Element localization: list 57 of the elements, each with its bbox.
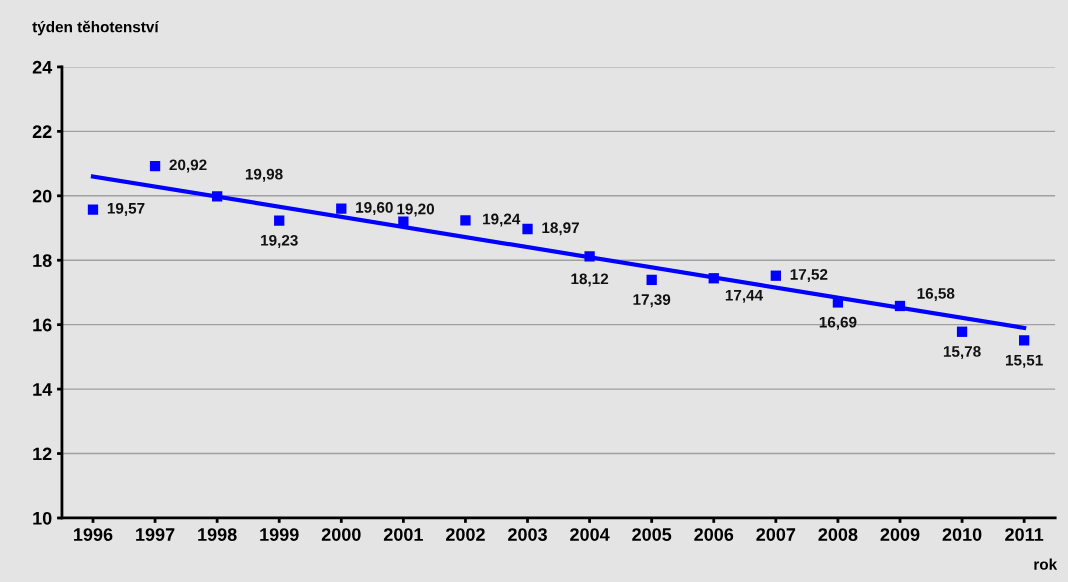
data-label: 15,51 [1005, 354, 1043, 368]
x-tick-label: 2004 [570, 528, 610, 541]
point [894, 300, 906, 312]
y-tick-label: 20 [32, 189, 52, 203]
data-label: 19,57 [107, 202, 145, 216]
point [336, 203, 347, 214]
data-label: 20,92 [169, 159, 207, 173]
data-label: 19,60 [356, 201, 393, 215]
data-label: 19,98 [245, 168, 283, 182]
data-label: 18,12 [571, 273, 609, 287]
data-label: 19,20 [397, 203, 435, 217]
data-label: 15,78 [943, 346, 981, 360]
x-tick-label: 2010 [942, 528, 982, 541]
point [646, 274, 657, 286]
y-tick-label: 22 [32, 125, 52, 138]
x-tick-label: 2008 [818, 528, 858, 541]
x-tick-label: 2000 [321, 528, 361, 541]
point [398, 216, 409, 227]
x-tick-label: 1997 [136, 528, 175, 541]
x-tick-label: 2002 [445, 528, 485, 541]
x-tick-label: 1998 [198, 528, 237, 541]
y-tick-label: 10 [33, 511, 52, 525]
x-tick-label: 2007 [756, 528, 796, 541]
data-label: 18,97 [542, 222, 579, 236]
point [522, 223, 533, 235]
x-tick-label: 2003 [508, 528, 547, 541]
point [274, 215, 285, 226]
data-label: 19,24 [483, 213, 521, 227]
y-tick-label: 14 [33, 383, 53, 396]
x-tick-label: 2005 [632, 528, 672, 541]
x-tick-label: 2009 [880, 528, 920, 541]
point [956, 326, 968, 337]
x-axis-title: rok [1034, 558, 1058, 570]
data-label: 17,44 [725, 289, 764, 303]
y-axis-title: týden těhotenství [32, 20, 160, 36]
data-label: 16,69 [819, 316, 857, 330]
point [1019, 335, 1030, 346]
y-tick-label: 24 [32, 60, 53, 74]
point [584, 251, 595, 262]
y-tick-label: 12 [33, 447, 52, 461]
data-label: 16,58 [917, 287, 955, 302]
x-tick-label: 2001 [383, 528, 423, 541]
y-tick-label: 18 [33, 254, 52, 267]
y-tick-label: 16 [33, 318, 52, 332]
x-tick-label: 1996 [74, 528, 113, 541]
point [87, 204, 99, 215]
data-label: 17,52 [790, 268, 828, 283]
x-tick-label: 1999 [260, 528, 299, 541]
point [211, 191, 223, 202]
point [460, 215, 471, 226]
point [708, 273, 719, 284]
x-tick-label: 2011 [1005, 528, 1044, 541]
point [770, 270, 781, 281]
x-tick-label: 2006 [694, 528, 734, 541]
point [149, 161, 161, 172]
data-label: 17,39 [633, 294, 671, 308]
data-label: 19,23 [261, 234, 298, 248]
